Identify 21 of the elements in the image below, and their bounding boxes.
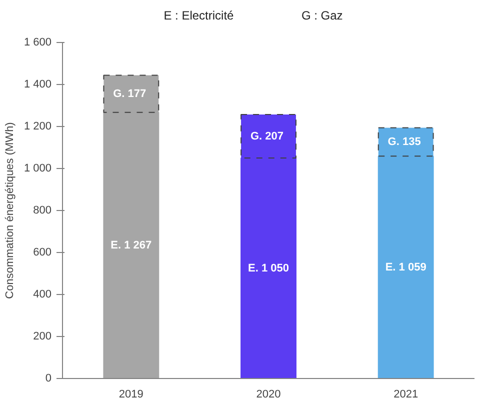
data-label: G. 135: [388, 136, 421, 148]
x-tick-label: 2021: [394, 388, 418, 400]
y-tick-label: 1 600: [24, 36, 52, 48]
y-tick-label: 1 400: [24, 78, 52, 90]
y-tick-label: 400: [33, 288, 52, 300]
data-label: G. 207: [250, 130, 284, 142]
data-label: E. 1 267: [110, 239, 152, 252]
x-tick-label: 2020: [256, 388, 281, 400]
data-label: G. 177: [113, 88, 146, 100]
text: E : Electricité: [164, 8, 234, 22]
y-tick-label: 600: [33, 246, 52, 258]
y-axis-title: Consommation énergétiques (MWh): [4, 122, 16, 299]
y-tick-label: 0: [45, 372, 52, 384]
y-tick-label: 1 000: [24, 162, 52, 174]
text: G : Gaz: [301, 8, 343, 22]
y-tick-label: 800: [33, 204, 52, 216]
data-label: E. 1 059: [385, 261, 426, 274]
y-tick-label: 200: [33, 330, 52, 342]
data-label: E. 1 050: [248, 262, 289, 274]
y-tick-label: 1 200: [24, 120, 52, 132]
x-tick-label: 2019: [118, 388, 144, 400]
